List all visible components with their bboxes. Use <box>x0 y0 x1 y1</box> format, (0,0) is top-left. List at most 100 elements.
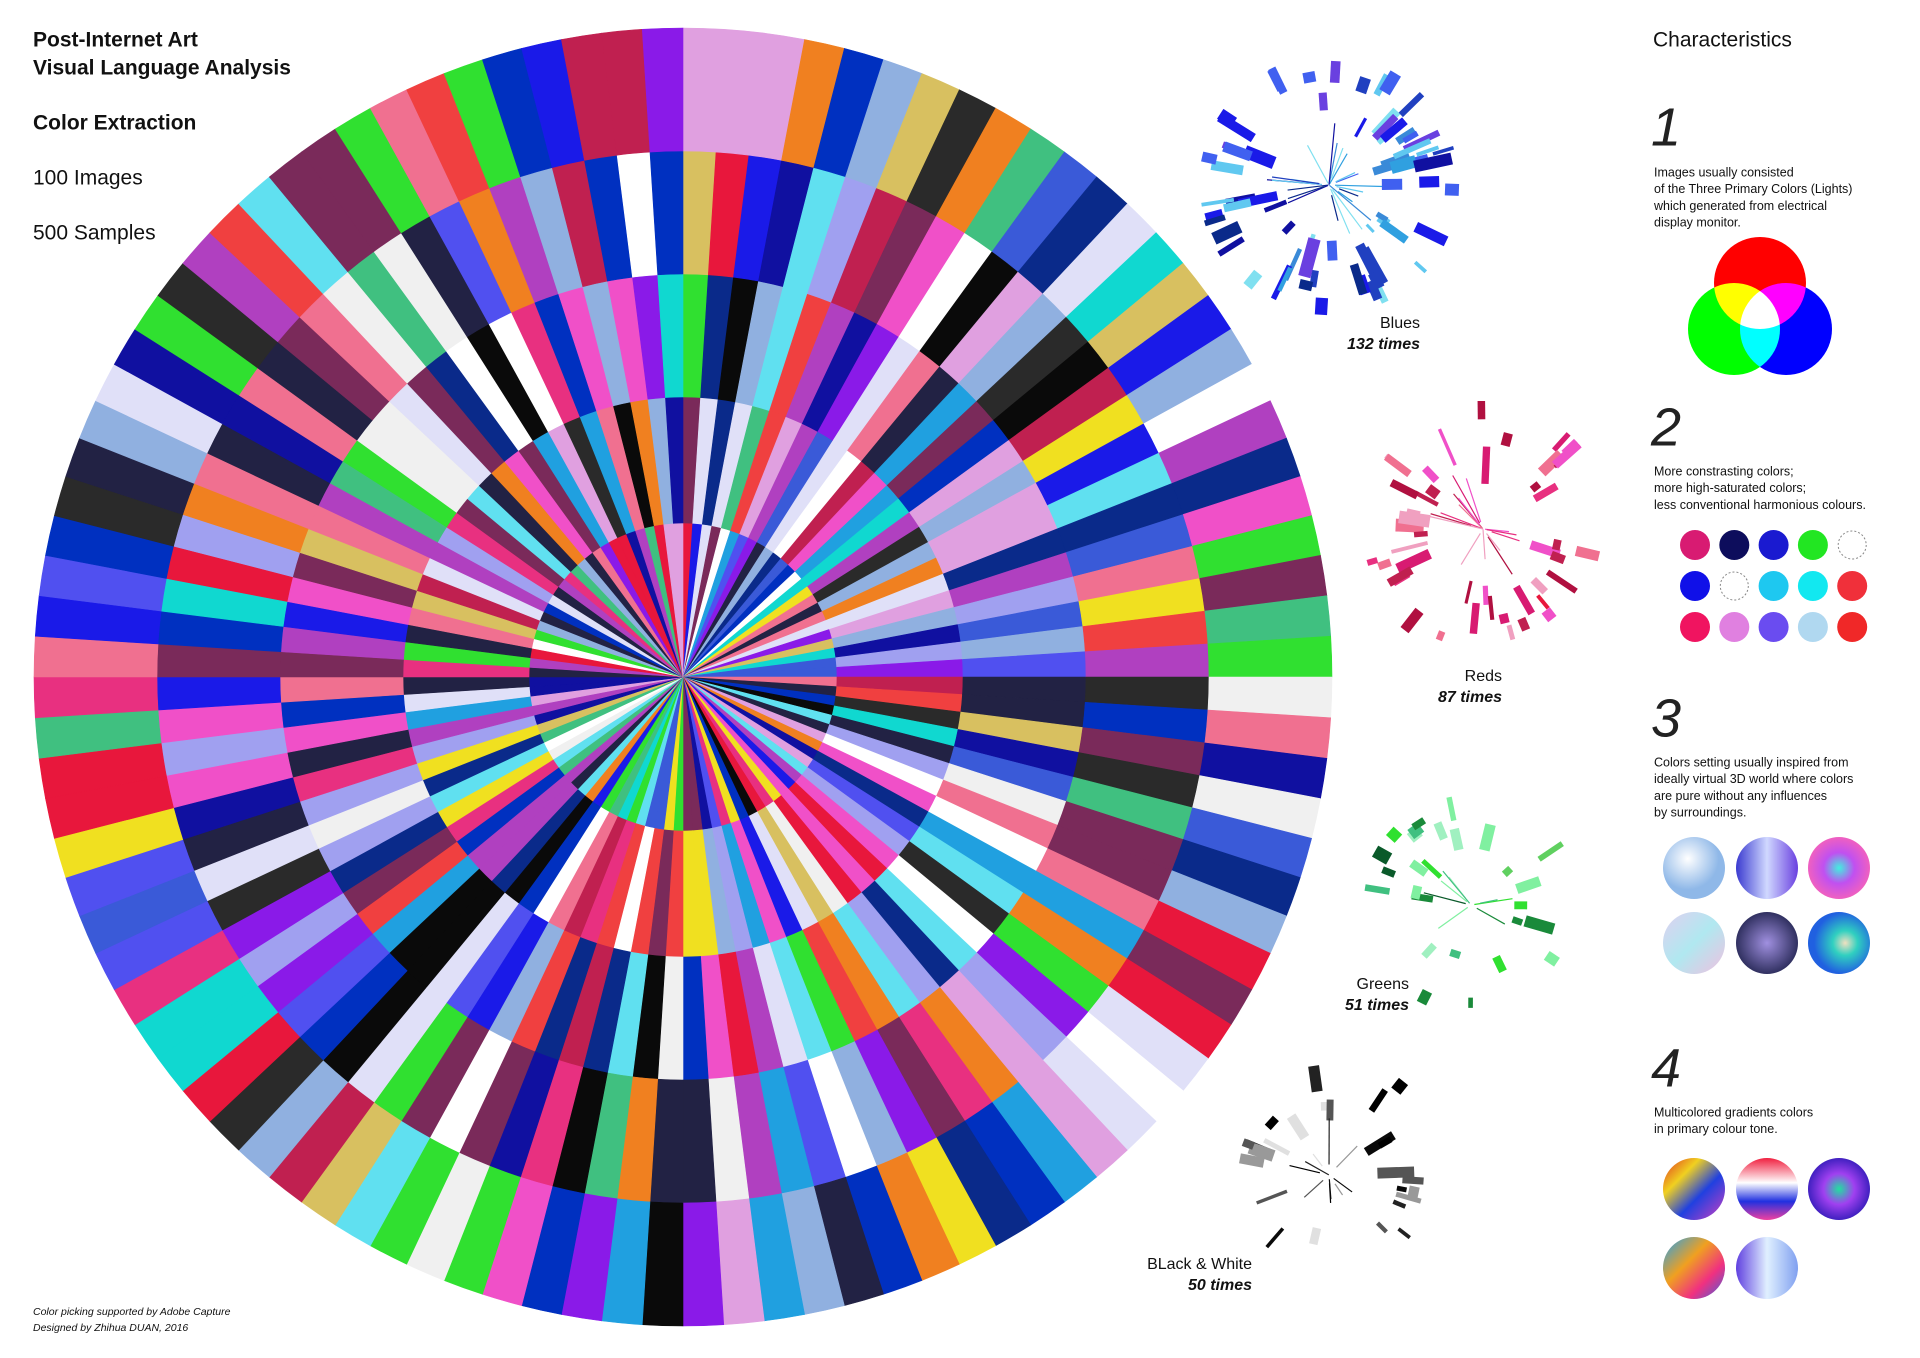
burst-bar <box>1372 113 1399 141</box>
burst-bar <box>1440 880 1468 903</box>
burst-bar <box>1402 1176 1424 1185</box>
burst-bar <box>1377 558 1392 571</box>
burst-bar <box>1298 237 1321 279</box>
image-thumbnail <box>1663 1158 1725 1220</box>
texts: Post-Internet Art Visual Language Analysi… <box>33 29 1866 1334</box>
section-text: More constrasting colors; <box>1654 464 1794 478</box>
burst-bar <box>1442 870 1471 904</box>
burst-bar <box>1395 548 1432 574</box>
burst-bar <box>1277 266 1293 292</box>
burst-bar <box>1416 988 1433 1006</box>
burst-bar <box>1432 146 1455 156</box>
burst-bar <box>1444 183 1460 196</box>
burst-bar <box>1413 152 1453 173</box>
burst-bar <box>1365 223 1375 234</box>
color-dot <box>1837 612 1868 642</box>
cluster-name: Greens <box>1357 976 1409 993</box>
burst-bar <box>1247 1142 1276 1162</box>
image-thumbnail <box>1736 837 1798 899</box>
burst-bar <box>1335 172 1356 183</box>
section-text: Colors setting usually inspired from <box>1654 755 1849 769</box>
burst-bar <box>1286 1113 1310 1141</box>
image-thumbnail <box>1808 1158 1870 1220</box>
burst-bar <box>1331 189 1363 230</box>
burst-bar <box>1303 1179 1324 1198</box>
burst-bar <box>1545 569 1578 594</box>
color-dot <box>1758 530 1789 560</box>
burst-bar <box>1532 482 1559 503</box>
burst-bar <box>1435 630 1446 642</box>
burst-bar <box>1379 70 1401 96</box>
burst-bar <box>1486 529 1517 536</box>
burst-bar <box>1479 823 1496 852</box>
burst-bar <box>1391 1077 1409 1095</box>
burst-bar <box>1329 184 1372 221</box>
burst-bar <box>1336 1145 1358 1168</box>
cluster-name: Blues <box>1380 315 1420 332</box>
section-text: are pure without any influences <box>1654 789 1827 803</box>
burst-bar <box>1413 260 1428 274</box>
color-dot <box>1680 612 1710 642</box>
burst-bar <box>1419 175 1440 188</box>
image-thumbnail <box>1663 912 1725 974</box>
section-text: less conventional harmonious colours. <box>1654 498 1866 512</box>
burst-bar <box>1264 1115 1279 1131</box>
cluster-bursts <box>1201 60 1601 1249</box>
burst-bar <box>1529 481 1542 493</box>
burst-bar <box>1523 915 1556 935</box>
footer-text: Designed by Zhihua DUAN, 2016 <box>33 1322 188 1334</box>
burst-bar <box>1541 607 1557 623</box>
burst-bar <box>1422 514 1483 530</box>
burst-bar <box>1460 533 1481 565</box>
section-number: 1 <box>1651 97 1681 157</box>
burst-bar <box>1349 263 1368 296</box>
burst-bar <box>1287 185 1325 200</box>
burst-bar <box>1306 145 1329 184</box>
burst-bar <box>1537 841 1564 862</box>
burst-bar <box>1397 1227 1411 1240</box>
characteristics-title: Characteristics <box>1653 29 1792 52</box>
color-dot <box>1719 530 1750 560</box>
color-dot <box>1758 571 1789 601</box>
burst-bar <box>1561 438 1579 456</box>
burst-bar <box>1551 440 1582 469</box>
burst-bar <box>1452 475 1481 524</box>
burst-bar <box>1421 942 1437 959</box>
image-thumbnail <box>1736 1158 1798 1220</box>
burst-bar <box>1423 892 1466 905</box>
burst-bar <box>1381 866 1396 878</box>
burst-bar <box>1302 71 1317 84</box>
burst-bar <box>1392 138 1432 160</box>
burst-bar <box>1330 188 1351 234</box>
burst-bar <box>1530 576 1549 595</box>
burst-bar <box>1469 602 1480 634</box>
color-dot <box>1758 612 1789 642</box>
burst-bar <box>1501 865 1514 878</box>
image-thumbnail <box>1663 1237 1725 1299</box>
burst-bar <box>1402 130 1419 144</box>
burst-bar <box>1487 536 1513 575</box>
burst-bar <box>1386 566 1414 587</box>
burst-bar <box>1487 595 1495 620</box>
burst-bar <box>1335 173 1359 183</box>
burst-bar <box>1480 899 1498 904</box>
image-thumbnail <box>1736 1237 1798 1299</box>
burst-bar <box>1326 240 1338 261</box>
burst-bar <box>1329 60 1341 84</box>
color-dot <box>1719 612 1750 642</box>
burst-bar <box>1328 1179 1332 1200</box>
burst-bar <box>1407 1185 1420 1200</box>
burst-bar <box>1289 1165 1321 1174</box>
burst-bar <box>1481 446 1491 485</box>
section-text: of the Three Primary Colors (Lights) <box>1654 182 1852 196</box>
burst-bar <box>1413 530 1428 538</box>
burst-bar <box>1482 529 1486 560</box>
burst-bar <box>1336 185 1364 193</box>
burst-bar <box>1330 195 1339 221</box>
burst-bar <box>1243 269 1263 290</box>
burst-bar <box>1333 1177 1353 1193</box>
burst-bar <box>1267 68 1284 92</box>
burst-bar <box>1395 127 1417 145</box>
burst-bar <box>1366 557 1379 566</box>
